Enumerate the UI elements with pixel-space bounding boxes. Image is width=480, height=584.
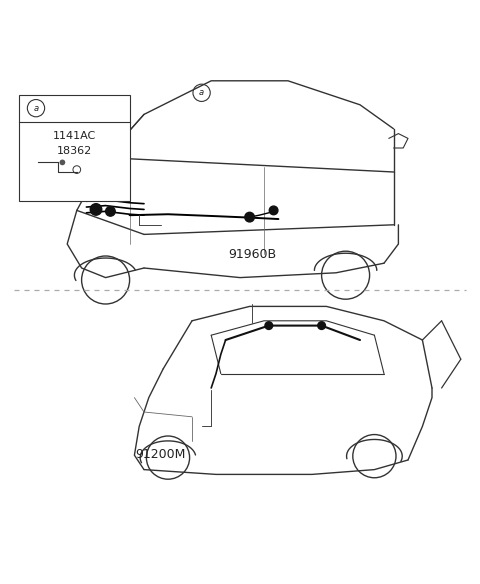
Text: a: a xyxy=(34,104,38,113)
Circle shape xyxy=(269,206,278,215)
Circle shape xyxy=(245,213,254,222)
Circle shape xyxy=(106,207,115,216)
Text: 1141AC: 1141AC xyxy=(53,131,96,141)
Text: a: a xyxy=(199,88,204,98)
Text: 91200M: 91200M xyxy=(136,448,186,461)
Bar xyxy=(19,95,130,201)
Circle shape xyxy=(60,159,65,165)
Circle shape xyxy=(265,322,273,329)
Circle shape xyxy=(318,322,325,329)
Text: 18362: 18362 xyxy=(57,145,92,155)
Text: 91960B: 91960B xyxy=(228,248,276,261)
Circle shape xyxy=(90,204,102,215)
